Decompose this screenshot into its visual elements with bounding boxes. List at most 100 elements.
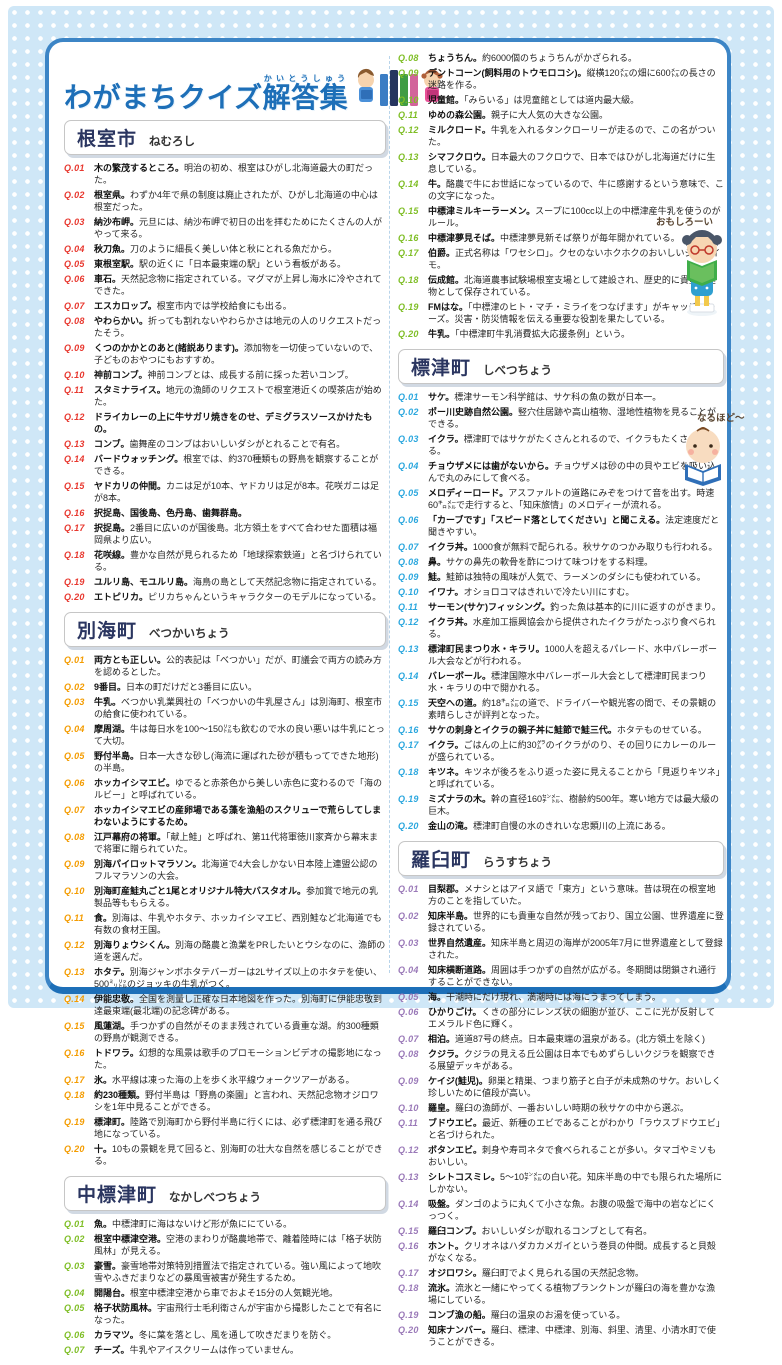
question-number: Q.01	[64, 163, 85, 173]
qa-item: Q.10 児童館。「みらいる」は児童館としては道内最大級。	[398, 94, 724, 106]
qa-item: Q.17 オジロワシ。羅臼町でよく見られる国の天然記念物。	[398, 1267, 724, 1279]
question-number: Q.18	[64, 1090, 85, 1100]
section-items: Q.01 両方とも正しい。公的表記は「べつかい」だが、町議会で両方の読み方を認める…	[64, 654, 386, 1167]
question-number: Q.15	[398, 206, 419, 216]
qa-item: Q.07 チーズ。牛乳やアイスクリームは作っていません。	[64, 1344, 386, 1356]
answer-text: 伝成館。北海道農事試験場根室支場として建設され、歴史的に貴重な建物として保存され…	[428, 275, 716, 297]
question-number: Q.14	[398, 1199, 419, 1209]
qa-item: Q.06 車石。天然記念物に指定されている。マグマが上昇し海水に冷やされてできた。	[64, 273, 386, 297]
qa-item: Q.05 格子状防風林。宇宙飛行士毛利衛さんが宇宙から撮影したことで有名になった。	[64, 1302, 386, 1326]
answer-text: オジロワシ。羅臼町でよく見られる国の天然記念物。	[428, 1268, 644, 1278]
question-number: Q.18	[398, 767, 419, 777]
answer-text: ちょうちん。約6000個のちょうちんがかざられる。	[428, 53, 638, 63]
answer-text: イワナ。オショロコマはきれいで冷たい川にすむ。	[428, 587, 635, 597]
question-number: Q.17	[398, 740, 419, 750]
qa-item: Q.08 鼻。サケの鼻先の軟骨を酢につけて味つけをする料理。	[398, 556, 724, 568]
answer-text: シマフクロウ。日本最大のフクロウで、日本ではひがし北海道だけに生息している。	[428, 152, 716, 174]
question-number: Q.18	[398, 1283, 419, 1293]
baby-reading-mascot	[685, 427, 721, 486]
answer-text: くつのかかとのあと(諸説あります)。添加物を一切使っていないので、子どものおやつ…	[94, 343, 379, 365]
answer-text: 花咲線。豊かな自然が見られるため「地球探索鉄道」と名づけられている。	[94, 550, 382, 572]
qa-item: Q.12 ドライカレーの上に牛サガリ焼きをのせ、デミグラスソースかけたもの。	[64, 411, 386, 435]
question-number: Q.12	[398, 1145, 419, 1155]
question-number: Q.11	[398, 1118, 419, 1128]
question-number: Q.03	[398, 434, 419, 444]
answer-text: 別海りょウシくん。別海の酪農と漁業をPRしたいとウシなのに、漁師の道を選んだ。	[94, 940, 386, 962]
answer-text: 海。干潮時にだけ現れ、満潮時には海にうまってしまう。	[428, 992, 661, 1002]
qa-item: Q.04 開陽台。根室中標津空港から車でおよそ15分の人気観光地。	[64, 1287, 386, 1299]
question-number: Q.11	[64, 385, 85, 395]
answer-text: 車石。天然記念物に指定されている。マグマが上昇し海水に冷やされてできた。	[94, 274, 382, 296]
question-number: Q.13	[64, 439, 85, 449]
question-number: Q.14	[398, 179, 419, 189]
answer-text: シレトコスミレ。5〜10㌢㍍の白い花。知床半島の中でも限られた場所にしかない。	[428, 1172, 723, 1194]
answer-text: 羅臼コンブ。おいしいダシが取れるコンブとして有名。	[428, 1226, 653, 1236]
question-number: Q.09	[64, 859, 85, 869]
question-number: Q.05	[64, 259, 85, 269]
question-number: Q.16	[398, 233, 419, 243]
answer-text: 鼻。サケの鼻先の軟骨を酢につけて味つけをする料理。	[428, 557, 654, 567]
question-number: Q.18	[64, 550, 85, 560]
question-number: Q.14	[398, 671, 419, 681]
qa-item: Q.20 知床ナンバー。羅臼、標津、中標津、別海、斜里、清里、小清水町で使うことが…	[398, 1324, 724, 1348]
section-town-reading: らうすちょう	[483, 857, 553, 869]
answer-text: 知床横断道路。周囲は手つかずの自然が広がる。冬期間は閉鎖され通行することができな…	[428, 965, 717, 987]
question-number: Q.10	[64, 886, 85, 896]
answer-text: カラマツ。冬に葉を落とし、風を通して吹きだまりを防ぐ。	[94, 1330, 337, 1340]
question-number: Q.02	[64, 682, 85, 692]
answer-text: 中標津夢見そば。中標津夢見新そば祭りが毎年開かれている。	[428, 233, 680, 243]
qa-item: Q.15 中標津ミルキーラーメン。スープに100cc以上の中標津産牛乳を使うのがル…	[398, 205, 724, 229]
question-number: Q.02	[64, 1234, 85, 1244]
question-number: Q.13	[398, 644, 419, 654]
qa-item: Q.02 知床半島。世界的にも貴重な自然が残っており、国立公園、世界遺産に登録され…	[398, 910, 724, 934]
qa-item: Q.08 ちょうちん。約6000個のちょうちんがかざられる。	[398, 52, 724, 64]
question-number: Q.20	[64, 592, 85, 602]
qa-item: Q.09 鮭。鮭節は独特の風味が人気で、ラーメンのダシにも使われている。	[398, 571, 724, 583]
answer-text: 江戸幕府の将軍。「献上鮭」と呼ばれ、第11代将軍徳川家斉から幕末まで将軍に贈られ…	[94, 832, 378, 854]
question-number: Q.07	[398, 1034, 419, 1044]
answer-text: 標津町民まつり水・キラリ。1000人を超えるパレード、水中バレーボール大会などが…	[428, 644, 718, 666]
answer-text: 納沙布岬。元旦には、納沙布岬で初日の出を拝むためにたくさんの人がやって来る。	[94, 217, 383, 239]
girl-reading-mascot	[682, 230, 722, 316]
qa-item: Q.13 標津町民まつり水・キラリ。1000人を超えるパレード、水中バレーボール大…	[398, 643, 724, 667]
qa-item: Q.04 チョウザメには歯がないから。チョウザメは砂の中の貝やエビを吸い込んで丸の…	[398, 460, 724, 484]
question-number: Q.09	[398, 1076, 419, 1086]
question-number: Q.16	[398, 1241, 419, 1251]
content-panel: わがまちクイズ解答集かいとうしゅう 根室市	[45, 38, 745, 1355]
qa-item: Q.14 バレーボール。標津国際水中バレーボール大会として標津町民まつり水・キラリ…	[398, 670, 724, 694]
qa-item: Q.04 秋刀魚。刀のように細長く美しい体と秋にとれる魚だから。	[64, 243, 386, 255]
answer-text: 神前コンブ。神前コンブとは、成長する前に採った若いコンブ。	[94, 370, 354, 380]
question-number: Q.10	[398, 1103, 419, 1113]
answer-text: 知床半島。世界的にも貴重な自然が残っており、国立公園、世界遺産に登録されている。	[428, 911, 724, 933]
answer-text: 吸盤。ダンゴのように丸くて小さな魚。お腹の吸盤で海中の岩などにくっつく。	[428, 1199, 716, 1221]
qa-item: Q.06 「カーブです」「スピード落としてください」と聞こえる。法定速度だと聞きや…	[398, 514, 724, 538]
answer-text: 択捉島、国後島、色丹島、歯舞群島。	[94, 508, 248, 518]
qa-item: Q.11 ゆめの森公園。親子に大人気の大きな公園。	[398, 109, 724, 121]
question-number: Q.16	[64, 1048, 85, 1058]
answer-text: メロディーロード。アスファルトの道路にみぞをつけて音を出す。時速60㌔㍍で走行す…	[428, 488, 715, 510]
answer-text: 金山の滝。標津町自慢の水のきれいな忠類川の上流にある。	[428, 821, 671, 831]
qa-item: Q.16 中標津夢見そば。中標津夢見新そば祭りが毎年開かれている。	[398, 232, 724, 244]
qa-item: Q.12 ミルクロード。牛乳を入れるタンクローリーが走るので、この名がついた。	[398, 124, 724, 148]
answer-text: ブドウエビ。最近、新種のエビであることがわかり「ラウスブドウエビ」と名づけられた…	[428, 1118, 721, 1140]
question-number: Q.12	[398, 125, 419, 135]
qa-item: Q.15 羅臼コンブ。おいしいダシが取れるコンブとして有名。	[398, 1225, 724, 1237]
question-number: Q.07	[64, 1345, 85, 1355]
question-number: Q.02	[398, 911, 419, 921]
question-number: Q.14	[64, 454, 85, 464]
qa-item: Q.07 相泊。道道87号の終点。日本最東端の温泉がある。(北方領土を除く)	[398, 1033, 724, 1045]
section-header: 中標津町 なかしべつちょう	[64, 1176, 386, 1211]
qa-item: Q.10 別海町産鮭丸ごと1尾とオリジナル特大バスタオル。参加賞で地元の乳製品等も…	[64, 885, 386, 909]
question-number: Q.15	[398, 1226, 419, 1236]
qa-item: Q.08 江戸幕府の将軍。「献上鮭」と呼ばれ、第11代将軍徳川家斉から幕末まで将軍…	[64, 831, 386, 855]
qa-item: Q.18 キツネ。キツネが後ろをふり返った姿に見えることから「見返りキツネ」と呼ば…	[398, 766, 724, 790]
answer-text: サーモン(サケ)フィッシング。釣った魚は基本的に川に返すのがきまり。	[428, 602, 721, 612]
qa-item: Q.13 コンブ。歯舞産のコンブはおいしいダシがとれることで有名。	[64, 438, 386, 450]
question-number: Q.09	[398, 572, 419, 582]
answer-text: ホッカイシマエビ。ゆでると赤茶色から美しい赤色に変わるので「海のルビー」と呼ばれ…	[94, 778, 383, 800]
section-items: Q.01 サケ。標津サーモン科学館は、サケ科の魚の数が日本一。 Q.02 ポー川史跡自…	[398, 391, 724, 832]
answer-text: サケの刺身とイクラの親子丼に鮭節で鮭三代。ホタテものせている。	[428, 725, 707, 735]
answer-text: 根室県。わずか4年で県の制度は廃止されたが、ひがし北海道の中心は根室だった。	[94, 190, 378, 212]
qa-item: Q.09 デントコーン(飼料用のトウモロコシ)。縦横120㍍の畑に600㍍の長さの…	[398, 67, 724, 91]
qa-item: Q.19 標津町。陸路で別海町から野付半島に行くには、必ず標津町を通る飛び地になっ…	[64, 1116, 386, 1140]
